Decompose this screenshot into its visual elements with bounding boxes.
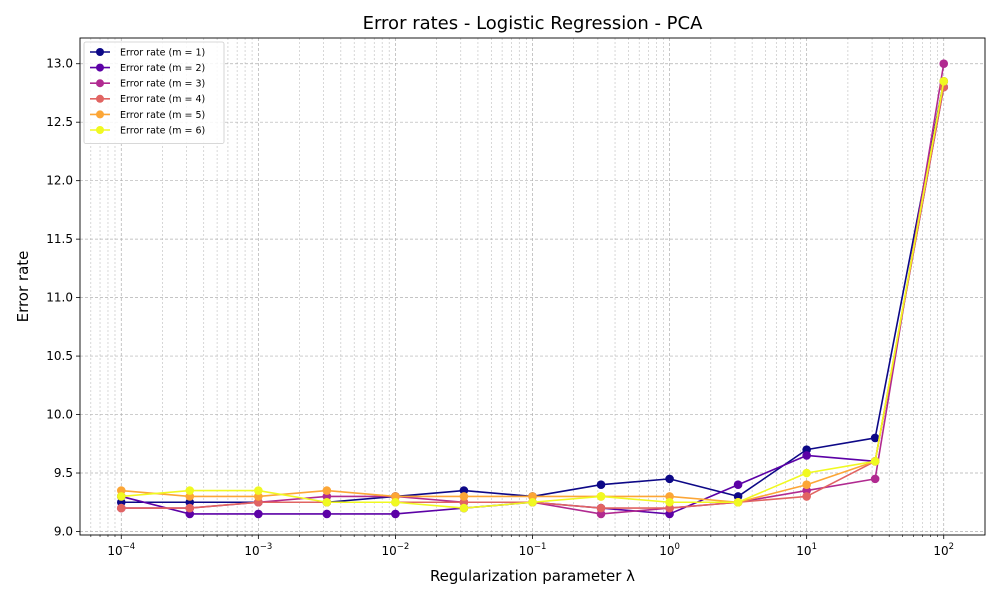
legend-marker — [96, 94, 104, 103]
data-point — [391, 509, 400, 519]
legend-label: Error rate (m = 5) — [120, 110, 205, 121]
x-axis-title: Regularization parameter λ — [430, 567, 635, 585]
y-axis-title: Error rate — [14, 251, 32, 323]
data-point — [116, 503, 126, 513]
data-point — [596, 503, 606, 513]
legend-item: Error rate (m = 2) — [90, 63, 205, 74]
data-point — [733, 480, 743, 490]
x-tick-label: 100 — [659, 542, 680, 558]
data-point — [185, 503, 195, 513]
x-tick-label: 10−2 — [382, 542, 410, 558]
data-point — [459, 492, 469, 501]
data-point — [802, 492, 811, 501]
legend-item: Error rate (m = 4) — [90, 94, 205, 105]
data-point — [802, 468, 811, 478]
data-point — [939, 59, 949, 69]
legend-label: Error rate (m = 3) — [120, 79, 205, 90]
legend-label: Error rate (m = 6) — [120, 125, 205, 136]
data-point — [802, 480, 811, 490]
data-point — [459, 503, 469, 513]
data-point — [391, 497, 400, 507]
data-point — [185, 486, 195, 495]
y-tick-label: 11.5 — [46, 232, 73, 246]
legend-label: Error rate (m = 4) — [120, 94, 205, 105]
legend-item: Error rate (m = 5) — [90, 110, 205, 121]
data-point — [596, 480, 606, 490]
y-tick-label: 9.0 — [54, 524, 73, 538]
legend-box — [83, 41, 225, 144]
legend-label: Error rate (m = 1) — [120, 47, 205, 58]
x-tick-label: 10−3 — [244, 542, 272, 558]
data-point — [254, 486, 263, 495]
x-tick-label: 10−1 — [519, 542, 547, 558]
y-tick-label: 9.5 — [54, 466, 73, 480]
data-point — [322, 497, 332, 507]
legend-label: Error rate (m = 2) — [120, 63, 205, 74]
x-tick-label: 102 — [933, 542, 954, 558]
y-tick-label: 10.5 — [46, 349, 73, 363]
data-point — [870, 457, 880, 466]
y-tick-label: 12.5 — [46, 115, 73, 129]
data-point — [528, 497, 537, 507]
data-point — [665, 497, 674, 507]
data-point — [870, 474, 880, 484]
y-tick-label: 10.0 — [46, 408, 73, 422]
data-point — [254, 509, 263, 519]
data-point — [733, 497, 743, 507]
data-point — [802, 451, 811, 460]
legend-marker — [96, 63, 104, 72]
x-tick-label: 10−4 — [107, 542, 135, 558]
data-point — [322, 486, 332, 495]
legend-marker — [96, 126, 104, 134]
data-point — [939, 76, 949, 86]
legend-marker — [96, 79, 104, 88]
legend-item: Error rate (m = 1) — [90, 47, 205, 58]
chart-title: Error rates - Logistic Regression - PCA — [363, 13, 703, 34]
legend-marker — [96, 48, 104, 56]
data-point — [322, 509, 332, 519]
grid — [80, 38, 985, 535]
series-m6 — [116, 76, 949, 513]
data-point — [116, 492, 126, 501]
legend: Error rate (m = 1) Error rate (m = 2) Erro… — [83, 41, 225, 144]
axes: 10−4 10−3 10−2 10−1 100 101 102 9.0 9.5 10.0 10.5 1… — [46, 57, 954, 558]
data-point — [665, 474, 674, 484]
legend-item: Error rate (m = 3) — [90, 79, 205, 90]
legend-item: Error rate (m = 6) — [90, 125, 205, 136]
y-tick-label: 13.0 — [46, 57, 73, 71]
y-tick-label: 12.0 — [46, 174, 73, 188]
y-tick-label: 11.0 — [46, 291, 73, 305]
x-tick-label: 101 — [796, 542, 817, 558]
legend-marker — [96, 110, 104, 119]
data-point — [870, 433, 880, 443]
series-layer — [116, 59, 949, 519]
data-point — [596, 492, 606, 501]
